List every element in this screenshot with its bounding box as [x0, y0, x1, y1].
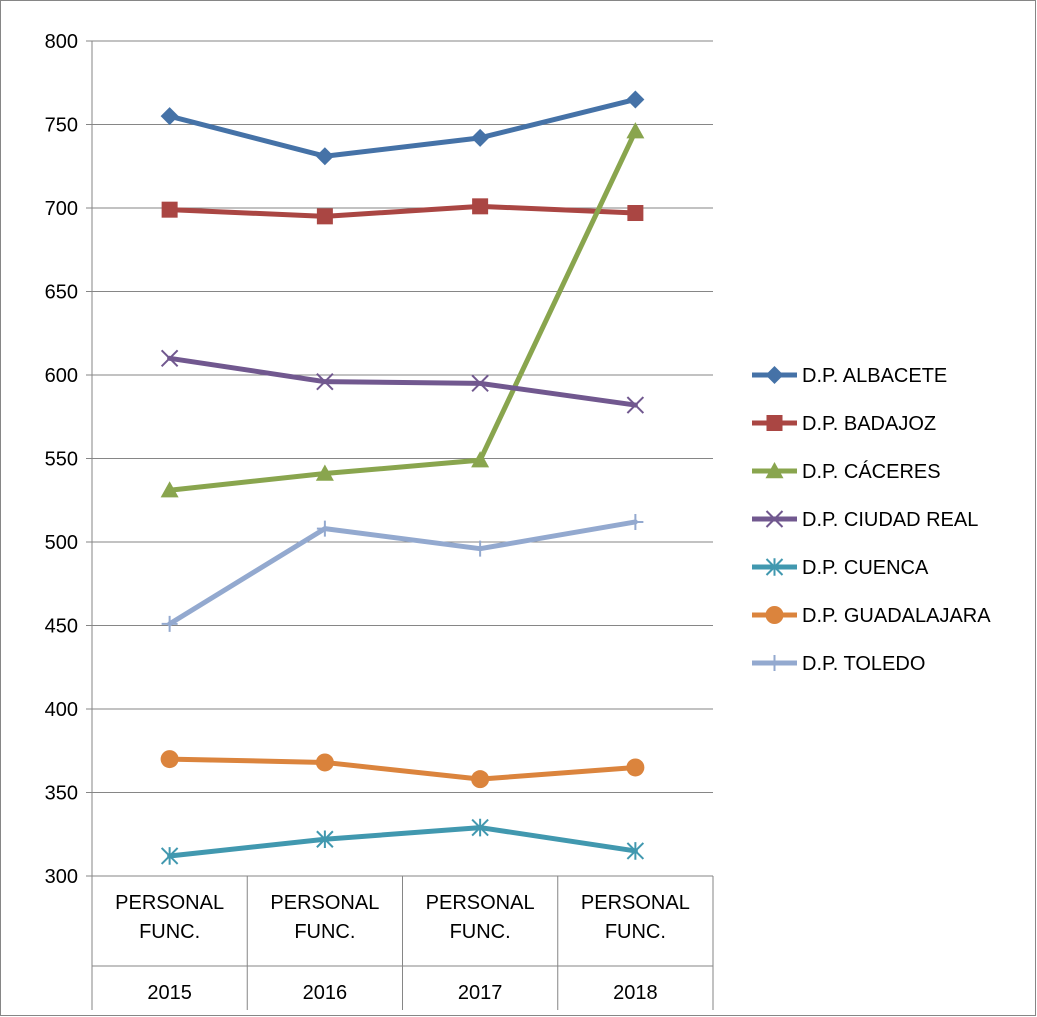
legend-item: D.P. BADAJOZ — [752, 413, 936, 435]
data-point — [471, 818, 489, 837]
data-point — [315, 753, 334, 772]
x-group-label: 2016 — [303, 982, 348, 1004]
legend-label: D.P. CIUDAD REAL — [802, 509, 978, 531]
x-tick-label: PERSONAL — [115, 892, 224, 914]
x-group-label: 2018 — [613, 982, 658, 1004]
data-point — [627, 205, 644, 222]
legend-label: D.P. CÁCERES — [802, 460, 941, 483]
data-point — [315, 464, 334, 481]
y-tick-label: 550 — [45, 449, 78, 471]
legend-item: D.P. TOLEDO — [752, 653, 925, 675]
legend-marker — [765, 510, 784, 528]
series-line — [167, 519, 638, 627]
gridlines — [92, 40, 713, 877]
data-point — [316, 520, 333, 537]
axes: 300 350 400 450 500 550 600 650 700 750 800 PERSONA… — [45, 31, 714, 1010]
series-line — [167, 203, 638, 219]
legend-item: D.P. CIUDAD REAL — [752, 509, 978, 531]
legend-marker — [765, 558, 784, 576]
x-tick-label: FUNC. — [605, 921, 666, 943]
y-tick-label: 600 — [45, 365, 78, 387]
data-point — [160, 847, 179, 865]
series-line — [167, 825, 638, 859]
series-line — [167, 355, 638, 408]
legend-marker — [765, 366, 784, 384]
legend-label: D.P. BADAJOZ — [802, 413, 936, 435]
y-tick-label: 500 — [45, 532, 78, 554]
legend-item: D.P. ALBACETE — [752, 365, 947, 387]
y-tick-label: 400 — [45, 699, 78, 721]
legend: D.P. ALBACETE D.P. BADAJOZ D.P. CÁCERES D.P… — [752, 365, 991, 675]
data-point — [626, 758, 645, 777]
data-point — [316, 372, 334, 391]
y-tick-label: 800 — [45, 31, 78, 53]
series-line — [167, 96, 638, 159]
x-group-label: 2017 — [458, 982, 503, 1004]
data-point — [472, 540, 489, 557]
data-point — [160, 481, 179, 498]
data-point — [160, 349, 179, 368]
legend-marker — [765, 606, 784, 624]
data-point — [471, 374, 489, 393]
legend-item: D.P. CÁCERES — [752, 460, 941, 483]
data-point — [472, 198, 489, 215]
legend-label: D.P. TOLEDO — [802, 653, 925, 675]
y-tick-label: 300 — [45, 866, 78, 888]
legend-label: D.P. ALBACETE — [802, 365, 947, 387]
x-tick-label: PERSONAL — [270, 892, 379, 914]
x-tick-label: PERSONAL — [581, 892, 690, 914]
y-tick-label: 650 — [45, 282, 78, 304]
data-point — [160, 107, 179, 126]
data-point — [627, 513, 644, 530]
series-line — [167, 756, 638, 782]
data-point — [626, 396, 645, 414]
data-point — [316, 208, 333, 225]
data-point — [161, 615, 178, 632]
series-line — [167, 128, 638, 493]
legend-item: D.P. GUADALAJARA — [752, 605, 991, 627]
x-tick-label: FUNC. — [139, 921, 200, 943]
data-point — [316, 830, 334, 849]
data-point — [626, 842, 645, 860]
y-tick-label: 750 — [45, 115, 78, 137]
legend-item: D.P. CUENCA — [752, 557, 929, 579]
y-tick-label: 450 — [45, 616, 78, 638]
legend-label: D.P. GUADALAJARA — [802, 605, 991, 627]
x-tick-label: PERSONAL — [426, 892, 535, 914]
legend-marker — [765, 462, 784, 479]
data-point — [626, 122, 645, 139]
legend-label: D.P. CUENCA — [802, 557, 929, 579]
legend-marker — [766, 415, 783, 431]
x-tick-label: FUNC. — [450, 921, 511, 943]
data-point — [471, 128, 490, 147]
series-lines — [160, 90, 645, 865]
data-point — [160, 750, 179, 769]
y-tick-label: 350 — [45, 783, 78, 805]
data-point — [471, 451, 490, 468]
y-tick-label: 700 — [45, 198, 78, 220]
legend-marker — [766, 655, 783, 671]
data-point — [471, 770, 490, 789]
data-point — [161, 201, 178, 218]
data-point — [626, 90, 645, 109]
data-point — [315, 147, 334, 166]
x-group-label: 2015 — [147, 982, 192, 1004]
x-tick-label: FUNC. — [294, 921, 355, 943]
